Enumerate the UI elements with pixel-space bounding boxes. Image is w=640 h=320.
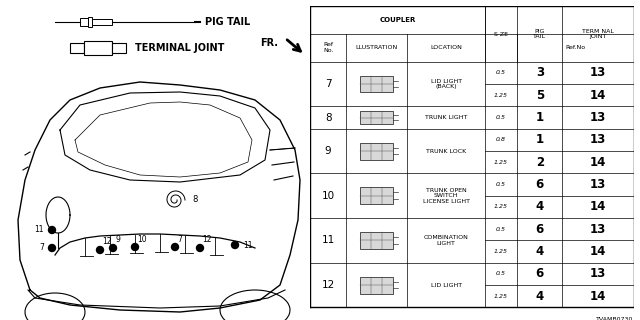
Circle shape [97,246,104,253]
Text: S ZE: S ZE [494,32,508,36]
Text: TRUNK OPEN
SWITCH
LICENSE LIGHT: TRUNK OPEN SWITCH LICENSE LIGHT [422,188,470,204]
Text: 1.25: 1.25 [494,204,508,209]
Text: LID LIGHT: LID LIGHT [431,283,461,288]
Text: 1.25: 1.25 [494,160,508,165]
Text: 11: 11 [321,236,335,245]
Text: 0.5: 0.5 [496,271,506,276]
Text: TERMINAL JOINT: TERMINAL JOINT [135,43,225,53]
Text: 0.5: 0.5 [496,115,506,120]
Text: 12: 12 [202,236,211,244]
Text: 4: 4 [536,290,544,303]
Text: 13: 13 [590,268,606,280]
Bar [80,18,88,26]
Text: 6: 6 [536,223,544,236]
Text: TERM NAL
JOINT: TERM NAL JOINT [582,29,614,39]
Text: 14: 14 [590,290,606,303]
Text: 1.25: 1.25 [494,93,508,98]
Bar [92,19,112,25]
Text: 7: 7 [325,79,332,89]
Text: 13: 13 [590,66,606,79]
Text: 4: 4 [536,200,544,213]
Text: 12: 12 [321,280,335,290]
Text: 14: 14 [590,89,606,102]
Text: PIG TAIL: PIG TAIL [205,17,250,27]
Circle shape [49,244,56,252]
Text: 0.5: 0.5 [496,182,506,187]
Text: 0.5: 0.5 [496,227,506,232]
Text: 2: 2 [536,156,544,169]
Text: LID LIGHT
(BACK): LID LIGHT (BACK) [431,79,461,89]
Bar [360,277,393,293]
Circle shape [196,244,204,252]
Circle shape [232,242,239,249]
Text: Ref
No.: Ref No. [323,43,333,53]
Text: 7: 7 [39,244,44,252]
Text: 1.25: 1.25 [494,294,508,299]
Text: 6: 6 [536,178,544,191]
Text: 4: 4 [536,245,544,258]
Text: PIG
TAIL: PIG TAIL [533,29,547,39]
Text: Ref.No: Ref.No [565,45,586,50]
Text: 1: 1 [536,111,544,124]
Text: 14: 14 [590,245,606,258]
Bar [360,232,393,249]
Text: 14: 14 [590,156,606,169]
Text: 14: 14 [590,200,606,213]
Text: 0.8: 0.8 [496,137,506,142]
Circle shape [131,244,138,251]
Bar [360,187,393,204]
Text: 9: 9 [325,146,332,156]
Text: 10: 10 [322,191,335,201]
Text: 8: 8 [325,113,332,123]
Text: 9: 9 [115,236,120,244]
Bar [360,76,393,92]
Text: 0.5: 0.5 [496,70,506,76]
Text: TVAMB0730: TVAMB0730 [596,317,634,320]
Text: TRUNK LIGHT: TRUNK LIGHT [425,115,467,120]
Text: 12: 12 [102,237,111,246]
Circle shape [49,227,56,234]
Circle shape [109,244,116,252]
Bar [70,43,84,53]
Circle shape [172,244,179,251]
Text: LLUSTRATION: LLUSTRATION [356,45,398,50]
Text: TRUNK LOCK: TRUNK LOCK [426,148,467,154]
Text: COUPLER: COUPLER [380,17,416,23]
Bar [360,111,393,124]
Text: 13: 13 [590,133,606,146]
Text: 13: 13 [590,178,606,191]
Text: 6: 6 [536,268,544,280]
Text: 5: 5 [536,89,544,102]
Bar [360,143,393,159]
Text: COMBINATION
LIGHT: COMBINATION LIGHT [424,235,468,246]
Text: 11: 11 [243,241,253,250]
Text: 8: 8 [192,196,197,204]
Text: 11: 11 [35,226,44,235]
Text: LOCATION: LOCATION [430,45,462,50]
Bar [84,41,112,55]
Text: 7: 7 [177,235,182,244]
Text: 1: 1 [536,133,544,146]
Bar [88,17,92,27]
Text: 1.25: 1.25 [494,249,508,254]
Text: 10: 10 [137,235,147,244]
Text: FR.: FR. [260,38,278,48]
Text: 13: 13 [590,223,606,236]
Text: 3: 3 [536,66,544,79]
Bar [112,43,126,53]
Text: 13: 13 [590,111,606,124]
